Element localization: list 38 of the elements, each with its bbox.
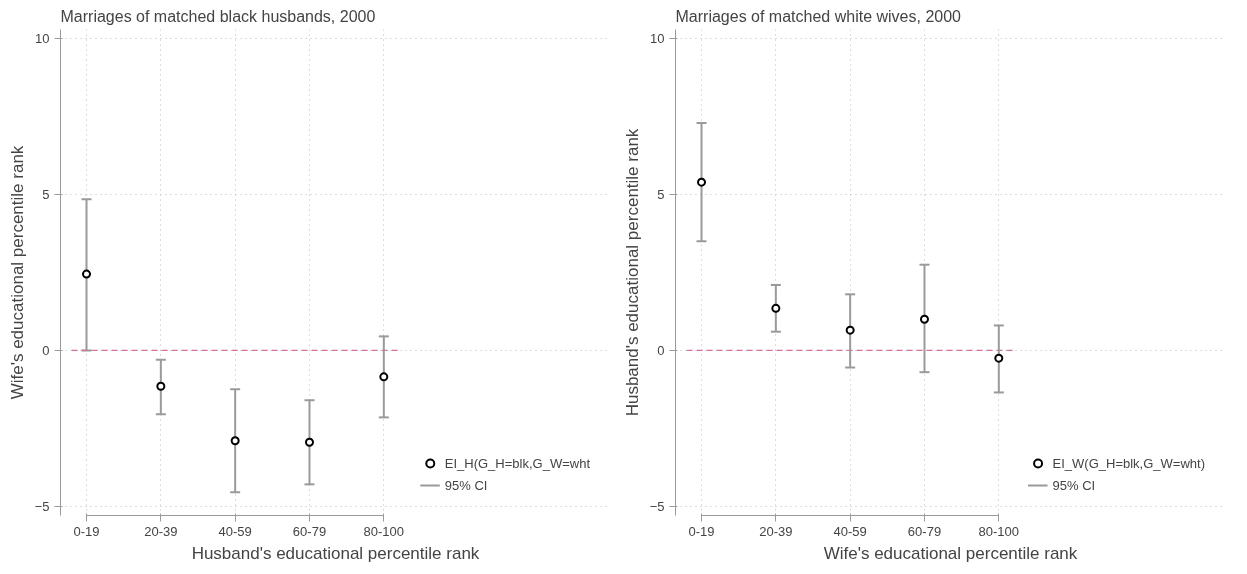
y-axis-title: Husband's educational percentile rank (622, 128, 642, 417)
x-tick-label: 0-19 (73, 523, 100, 539)
point (845, 325, 855, 335)
y-tick-label: 10 (35, 31, 50, 47)
text: 95% CI (444, 477, 488, 493)
x-tick-label: 20-39 (759, 523, 793, 539)
x-tick-label: 40-59 (218, 523, 252, 539)
y-tick-label: 0 (42, 342, 50, 358)
x-tick-label: 60-79 (292, 523, 327, 539)
x-tick-label: 60-79 (907, 523, 942, 539)
y-tick-label: 5 (657, 187, 665, 203)
legend-label: EI_W(G_H=blk,G_W=wht) (1052, 455, 1205, 471)
point (771, 303, 781, 313)
point (156, 381, 166, 391)
x-axis-title: Wife's educational percentile rank (823, 543, 1078, 563)
point (82, 269, 92, 279)
y-tick-label: −5 (649, 498, 665, 514)
x-tick-label: 40-59 (833, 523, 867, 539)
y-axis-title: Wife's educational percentile rank (7, 145, 27, 400)
x-axis-title: Husband's educational percentile rank (191, 543, 480, 563)
y-tick-label: −5 (34, 498, 50, 514)
point (379, 372, 389, 382)
text: 95% CI (1052, 477, 1096, 493)
point (304, 437, 314, 447)
point (230, 436, 240, 446)
chart-title: Marriages of matched white wives, 2000 (675, 7, 962, 25)
point (919, 314, 929, 324)
chart-title: Marriages of matched black husbands, 2000 (60, 7, 376, 25)
point (697, 177, 707, 187)
x-tick-label: 20-39 (144, 523, 178, 539)
y-tick-label: 0 (657, 342, 665, 358)
point (994, 353, 1004, 363)
y-tick-label: 5 (42, 187, 50, 203)
x-tick-label: 80-100 (363, 523, 405, 539)
legend-label: EI_H(G_H=blk,G_W=wht (444, 455, 590, 471)
x-tick-label: 0-19 (688, 523, 715, 539)
y-tick-label: 10 (650, 31, 665, 47)
x-tick-label: 80-100 (978, 523, 1020, 539)
